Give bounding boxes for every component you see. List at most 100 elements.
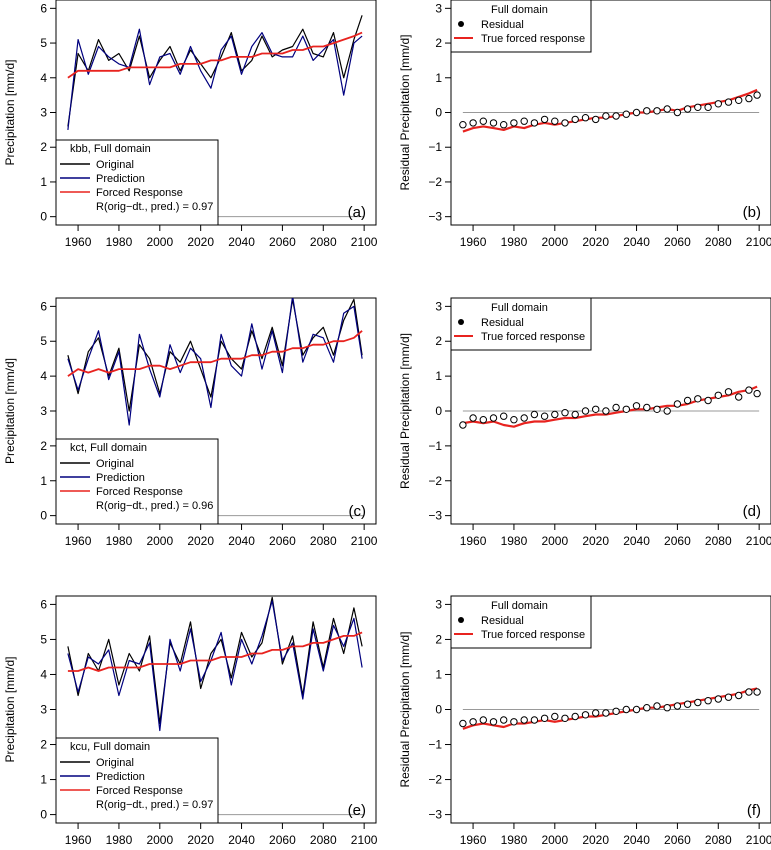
panel-d: −3 −2 −1 0 1 2 3 1960 1980 2000 2020 2040 2060 2080 21…	[398, 297, 771, 548]
forced-response-line	[67, 330, 363, 377]
y-tick-label: 5	[40, 632, 47, 646]
legend-entry: True forced response	[481, 629, 585, 641]
legend: kbb, Full domain Original Prediction Forced…	[55, 139, 219, 226]
prediction-series-line	[67, 600, 363, 732]
y-tick-label: −2	[428, 175, 442, 189]
residual-point	[540, 412, 549, 420]
x-tick-label: 2020	[582, 833, 609, 847]
residual-point	[745, 94, 753, 103]
y-axis-label: Precipitation [mm/d]	[3, 656, 17, 762]
y-tick-label: 1	[435, 667, 442, 681]
data-layer	[459, 385, 761, 429]
data-layer	[459, 687, 761, 730]
residual-point	[632, 705, 641, 714]
x-tick-label: 2020	[187, 833, 214, 847]
residual-point	[540, 115, 549, 124]
residual-point	[753, 389, 761, 398]
x-tick-label: 2060	[269, 833, 296, 847]
residual-point	[724, 693, 733, 701]
legend-entry: Original	[96, 159, 134, 171]
residual-point	[489, 414, 498, 422]
y-tick-label: 2	[435, 334, 442, 348]
legend-box	[450, 0, 592, 53]
x-tick-label: 1960	[65, 235, 92, 249]
legend-swatch	[458, 21, 464, 27]
data-layer	[67, 298, 363, 426]
y-tick-label: 0	[435, 106, 442, 120]
residual-point	[683, 105, 692, 113]
legend-box	[55, 737, 219, 824]
y-tick-label: 3	[435, 1, 442, 15]
residual-point	[551, 712, 559, 721]
y-tick-label: 6	[40, 299, 47, 313]
residual-point	[753, 91, 761, 99]
x-tick-label: 1960	[65, 833, 92, 847]
panel-label: (c)	[349, 503, 367, 520]
forced-response-line	[67, 631, 363, 672]
residual-point	[510, 416, 518, 424]
x-tick-label: 2100	[746, 534, 771, 548]
forced-response-line	[67, 31, 363, 79]
residual-point	[571, 410, 579, 419]
legend-entry: Forced Response	[96, 187, 183, 199]
original-series-line	[67, 298, 363, 412]
residual-point	[653, 107, 661, 115]
x-tick-label: 2080	[705, 833, 732, 847]
x-tick-label: 1980	[106, 235, 133, 249]
residual-point	[632, 108, 641, 117]
y-tick-label: 4	[40, 369, 47, 383]
legend-entry: Original	[96, 458, 134, 470]
x-tick-label: 1960	[460, 534, 487, 548]
residual-point	[479, 716, 487, 724]
legend-entry: Prediction	[96, 472, 145, 484]
panel-label: (a)	[348, 204, 366, 221]
legend: kcu, Full domain Original Prediction Forced…	[55, 737, 219, 824]
residual-point	[612, 707, 620, 715]
y-tick-label: 1	[40, 474, 47, 488]
y-tick-label: −2	[428, 474, 442, 488]
x-tick-label: 2100	[351, 235, 378, 249]
residual-point	[612, 403, 620, 412]
panel-label: (d)	[743, 503, 761, 520]
legend: Full domain Residual True forced response	[450, 595, 592, 649]
y-tick-label: −3	[428, 808, 442, 822]
x-tick-label: 2060	[664, 235, 691, 249]
x-tick-label: 2060	[269, 235, 296, 249]
residual-point	[663, 105, 671, 113]
residual-point	[714, 391, 722, 399]
residual-point	[643, 704, 651, 712]
y-tick-label: 3	[40, 106, 47, 120]
residual-point	[571, 712, 579, 721]
residual-point	[581, 114, 590, 122]
y-tick-label: 0	[40, 808, 47, 822]
residual-point	[602, 112, 610, 120]
residual-point	[622, 405, 630, 413]
residual-point	[500, 716, 508, 724]
residual-point	[714, 100, 722, 108]
residual-point	[581, 711, 590, 719]
residual-point	[561, 714, 569, 722]
residual-point	[704, 396, 712, 405]
y-tick-label: −1	[428, 738, 442, 752]
legend-entry: True forced response	[481, 33, 585, 45]
residual-point	[469, 414, 477, 422]
y-tick-label: 2	[40, 140, 47, 154]
x-tick-label: 2080	[310, 534, 337, 548]
residual-point	[622, 705, 630, 714]
residual-point	[724, 98, 733, 106]
x-tick-label: 2040	[228, 833, 255, 847]
residual-point	[551, 410, 559, 419]
residual-point	[571, 115, 579, 124]
legend-entry: True forced response	[481, 331, 585, 343]
x-tick-label: 2000	[146, 235, 173, 249]
y-tick-label: 2	[435, 36, 442, 50]
residual-point	[602, 709, 610, 717]
legend-swatch	[458, 319, 464, 325]
legend-title: Full domain	[491, 302, 548, 314]
residual-point	[663, 704, 671, 712]
legend-swatch	[458, 617, 464, 623]
residual-point	[592, 405, 600, 413]
panel-e: 0 1 2 3 4 5 6 1960 1980 2000 2020 2040 2060 2080 2100 P…	[3, 595, 378, 847]
prediction-series-line	[67, 28, 363, 130]
